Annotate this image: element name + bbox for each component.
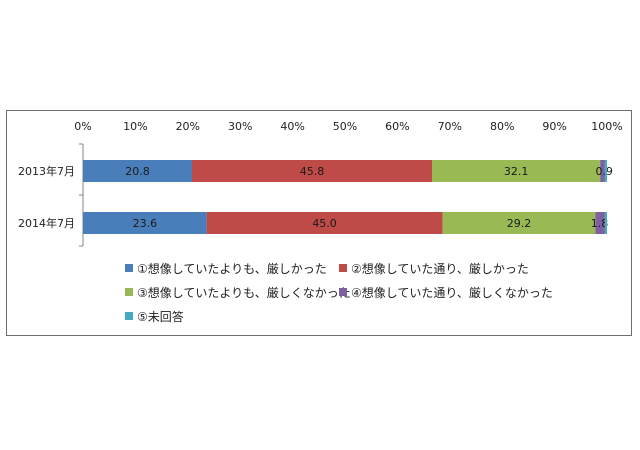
bar-segment (600, 160, 605, 182)
legend-label: ①想像していたよりも、厳しかった (137, 261, 327, 276)
bar-segment (595, 212, 605, 234)
legend-swatch (339, 264, 347, 272)
x-tick-label: 30% (228, 120, 252, 133)
data-label: 29.2 (507, 217, 532, 230)
x-tick-label: 90% (542, 120, 566, 133)
category-label: 2014年7月 (18, 216, 75, 230)
x-tick-label: 20% (176, 120, 200, 133)
x-tick-label: 40% (280, 120, 304, 133)
legend-label: ⑤未回答 (137, 309, 184, 324)
x-tick-label: 50% (333, 120, 357, 133)
legend-label: ②想像していた通り、厳しかった (351, 261, 529, 276)
x-tick-label: 0% (74, 120, 91, 133)
bar-segment (206, 212, 443, 234)
bar-segment (83, 212, 207, 234)
bar-segment (431, 160, 601, 182)
legend-swatch (125, 312, 133, 320)
x-tick-label: 60% (385, 120, 409, 133)
data-label: 23.6 (133, 217, 158, 230)
legend-swatch (339, 288, 347, 296)
data-label: 32.1 (504, 165, 529, 178)
legend-label: ④想像していた通り、厳しくなかった (351, 285, 553, 300)
x-tick-label: 100% (591, 120, 622, 133)
x-tick-label: 80% (490, 120, 514, 133)
bar-segment (83, 160, 192, 182)
data-label: 45.8 (300, 165, 325, 178)
bar-segment (442, 212, 596, 234)
legend-swatch (125, 288, 133, 296)
stacked-bar-chart: 0% 10% 20% 30% 40% 50% 60% 70% 80% 90% 100% 2013年7月… (18, 120, 623, 324)
x-tick-label: 10% (123, 120, 147, 133)
bar-segment (191, 160, 432, 182)
data-label: 1.8 (591, 217, 609, 230)
chart-frame: 0% 10% 20% 30% 40% 50% 60% 70% 80% 90% 100% 2013年7月… (6, 110, 632, 336)
legend-swatch (125, 264, 133, 272)
data-label: 45.0 (312, 217, 337, 230)
legend-label: ③想像していたよりも、厳しくなかった (137, 285, 351, 300)
category-label: 2013年7月 (18, 164, 75, 178)
data-label: 20.8 (125, 165, 150, 178)
data-label: 0.9 (595, 165, 613, 178)
bar-segment (604, 160, 607, 182)
x-tick-label: 70% (438, 120, 462, 133)
bar-segment (604, 212, 607, 234)
